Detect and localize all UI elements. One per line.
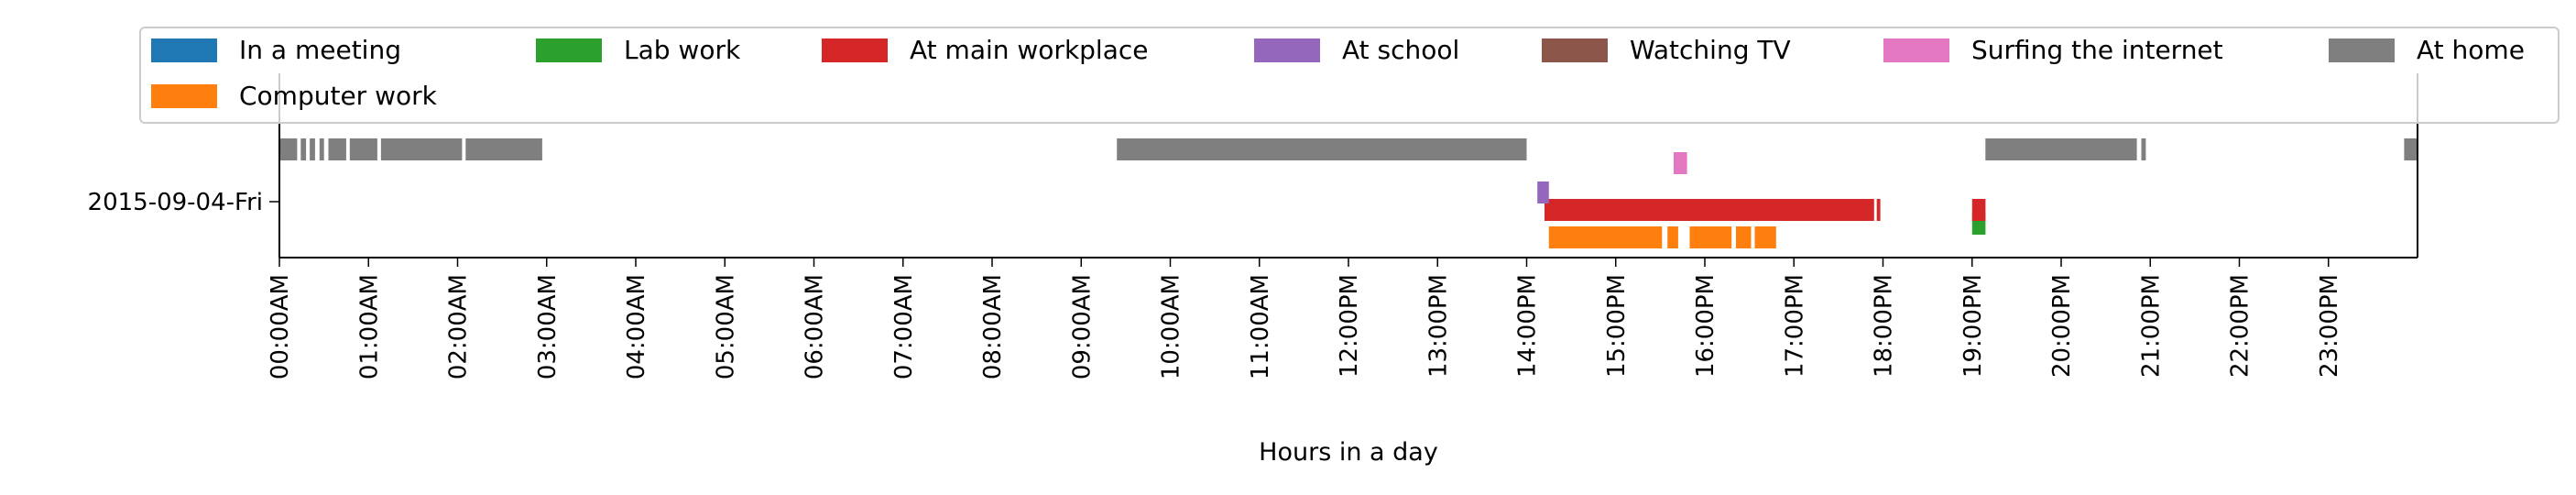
legend-label-lab-work: Lab work <box>624 35 741 65</box>
x-tick-label-5: 05:00AM <box>712 274 739 380</box>
bar-at-home-1 <box>300 138 307 160</box>
legend-swatch-in-a-meeting <box>151 38 217 62</box>
bar-at-home-8 <box>1117 138 1527 160</box>
x-tick-label-8: 08:00AM <box>979 274 1007 380</box>
legend-label-computer-work: Computer work <box>239 81 438 111</box>
x-tick-label-9: 09:00AM <box>1068 274 1096 380</box>
legend-swatch-at-main-workplace <box>822 38 888 62</box>
x-tick-label-4: 04:00AM <box>623 274 650 380</box>
bar-at-home-0 <box>279 138 298 160</box>
x-axis-ticks: 00:00AM 01:00AM 02:00AM 03:00AM 04:00AM 05:00… <box>267 258 2343 380</box>
bar-at-home-7 <box>465 138 542 160</box>
legend-label-at-main-workplace: At main workplace <box>910 35 1149 65</box>
bar-at-home-2 <box>310 138 315 160</box>
activity-bars <box>279 138 2418 248</box>
legend-swatch-at-home <box>2329 38 2395 62</box>
legend: In a meeting Computer work Lab work At main… <box>139 27 2560 124</box>
bar-at-home-4 <box>328 138 346 160</box>
bar-at-main-workplace-0 <box>1545 199 1874 221</box>
x-tick-label-1: 01:00AM <box>355 274 383 380</box>
x-tick-label-21: 21:00PM <box>2137 274 2165 378</box>
x-tick-label-6: 06:00AM <box>802 274 829 380</box>
x-tick-label-15: 15:00PM <box>1603 274 1631 378</box>
legend-label-surfing-the-internet: Surfing the internet <box>1971 35 2223 65</box>
bar-computer-work-0 <box>1548 226 1663 248</box>
x-tick-label-14: 14:00PM <box>1514 274 1542 378</box>
legend-label-watching-tv: Watching TV <box>1630 35 1791 65</box>
bar-at-home-6 <box>380 138 463 160</box>
bar-at-home-3 <box>319 138 324 160</box>
bar-at-home-5 <box>349 138 377 160</box>
bar-at-main-workplace-1 <box>1876 199 1881 221</box>
bar-at-home-9 <box>1985 138 2137 160</box>
legend-swatch-at-school <box>1254 38 1320 62</box>
x-tick-label-18: 18:00PM <box>1871 274 1898 378</box>
x-tick-label-20: 20:00PM <box>2048 274 2076 378</box>
x-tick-label-10: 10:00AM <box>1158 274 1185 380</box>
bar-at-home-10 <box>2141 138 2146 160</box>
x-tick-label-17: 17:00PM <box>1781 274 1808 378</box>
bar-at-main-workplace-2 <box>1971 199 1986 221</box>
x-tick-label-13: 13:00PM <box>1424 274 1452 378</box>
legend-swatch-watching-tv <box>1542 38 1608 62</box>
bar-at-home-11 <box>2404 138 2418 160</box>
x-tick-label-0: 00:00AM <box>267 274 294 380</box>
legend-label-at-home: At home <box>2417 35 2525 65</box>
x-tick-label-7: 07:00AM <box>890 274 918 380</box>
bar-surfing-the-internet-0 <box>1674 152 1687 174</box>
legend-swatch-lab-work <box>536 38 602 62</box>
legend-frame <box>139 27 2560 124</box>
x-tick-label-23: 23:00PM <box>2316 274 2343 378</box>
legend-label-at-school: At school <box>1342 35 1459 65</box>
y-tick-label-day: 2015-09-04-Fri <box>88 189 263 216</box>
bar-computer-work-1 <box>1667 226 1678 248</box>
legend-swatch-computer-work <box>151 84 217 108</box>
x-tick-label-11: 11:00AM <box>1247 274 1274 380</box>
bar-at-school-0 <box>1537 182 1549 204</box>
x-axis-label: Hours in a day <box>1259 438 1438 467</box>
x-tick-label-3: 03:00AM <box>534 274 562 380</box>
bar-computer-work-3 <box>1736 226 1752 248</box>
x-tick-label-22: 22:00PM <box>2227 274 2254 378</box>
x-tick-label-19: 19:00PM <box>1959 274 1987 378</box>
legend-label-in-a-meeting: In a meeting <box>239 35 401 65</box>
bar-computer-work-2 <box>1689 226 1732 248</box>
x-tick-label-2: 02:00AM <box>445 274 473 380</box>
x-tick-label-12: 12:00PM <box>1336 274 1363 378</box>
legend-swatch-surfing-the-internet <box>1883 38 1949 62</box>
x-tick-label-16: 16:00PM <box>1692 274 1719 378</box>
bar-computer-work-4 <box>1754 226 1776 248</box>
